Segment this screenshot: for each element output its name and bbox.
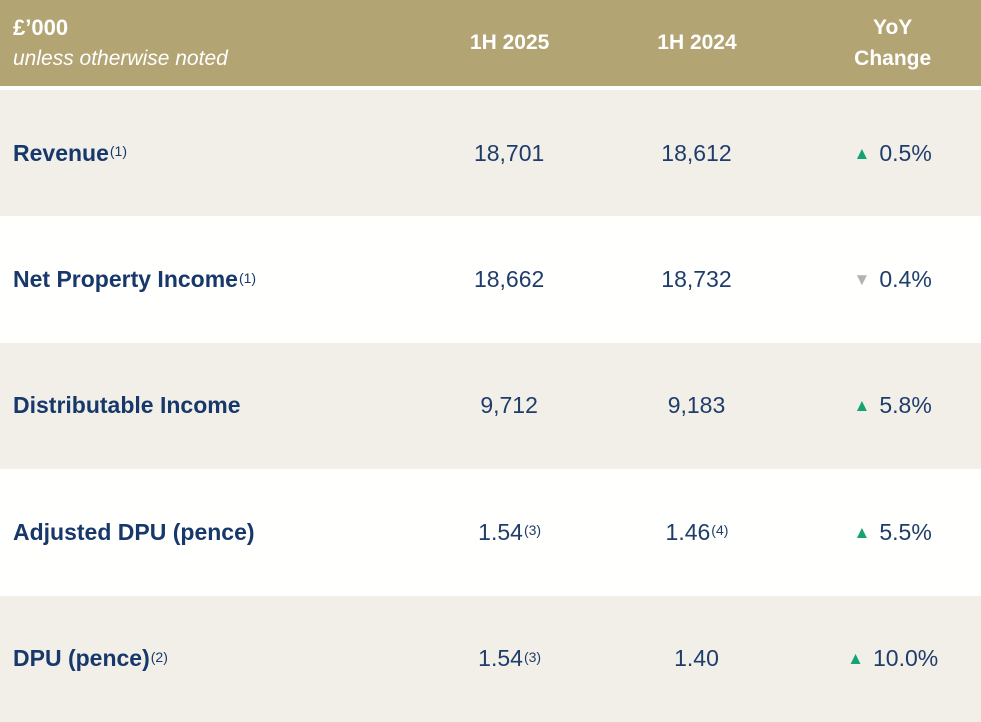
footnote-ref: (4) (711, 522, 729, 539)
table-row: Adjusted DPU (pence) 1.54 (3) 1.46 (4) ▲ 5… (0, 469, 981, 596)
table-row: Net Property Income (1) 18,662 18,732 ▼ 0… (0, 216, 981, 343)
value-1h2025: 18,701 (473, 139, 545, 166)
table-row: Distributable Income 9,712 9,183 ▲ 5.8% (0, 342, 981, 470)
header-yoy-cell: YoY Change (804, 0, 981, 86)
yoy-line1: YoY (873, 15, 913, 39)
yoy-change-value: 0.5% (879, 139, 932, 166)
yoy-change-value: 5.5% (879, 518, 932, 545)
yoy-line2: Change (854, 47, 932, 70)
header-divider (0, 86, 981, 90)
footnote-ref: (2) (150, 648, 168, 665)
header-units-cell: £’000 unless otherwise noted (0, 0, 430, 86)
yoy-change-value: 10.0% (872, 645, 939, 672)
table-row: Revenue (1) 18,701 18,612 ▲ 0.5% (0, 90, 981, 217)
yoy-change-value: 0.4% (879, 266, 932, 293)
value-1h2024: 1.40 (674, 645, 719, 672)
column-header-yoy: YoY Change (854, 12, 931, 75)
column-header-1h2025: 1H 2025 (469, 31, 550, 55)
trend-up-icon: ▲ (853, 143, 871, 163)
footnote-ref: (1) (238, 269, 257, 286)
footnote-ref: (3) (523, 648, 542, 665)
table-row: DPU (pence) (2) 1.54 (3) 1.40 ▲ 10.0% (0, 595, 981, 722)
units-title: £’000 (13, 14, 69, 40)
value-1h2025: 1.54 (478, 645, 523, 672)
column-header-1h2024: 1H 2024 (657, 31, 737, 55)
row-label: DPU (pence) (13, 645, 150, 672)
row-label: Net Property Income (13, 266, 238, 293)
yoy-change-value: 5.8% (879, 392, 932, 419)
footnote-ref: (1) (109, 143, 127, 160)
row-label: Adjusted DPU (pence) (13, 518, 255, 545)
row-label: Revenue (13, 139, 109, 166)
value-1h2025: 1.54 (478, 518, 523, 545)
footnote-ref: (3) (523, 522, 542, 539)
value-1h2024: 1.46 (665, 518, 711, 545)
value-1h2024: 18,612 (661, 139, 732, 166)
value-1h2024: 9,183 (667, 392, 726, 419)
row-label: Distributable Income (13, 392, 241, 419)
value-1h2025: 9,712 (480, 392, 538, 419)
value-1h2025: 18,662 (473, 266, 545, 293)
units-subtitle: unless otherwise noted (13, 46, 228, 70)
table-body: Revenue (1) 18,701 18,612 ▲ 0.5% Net Prop… (0, 90, 981, 722)
trend-down-icon: ▼ (853, 270, 871, 290)
header-1h2024-cell: 1H 2024 (590, 0, 805, 86)
value-1h2024: 18,732 (661, 266, 732, 293)
trend-up-icon: ▲ (853, 396, 871, 416)
trend-up-icon: ▲ (847, 649, 864, 669)
trend-up-icon: ▲ (853, 522, 871, 542)
table-header-row: £’000 unless otherwise noted 1H 2025 1H … (0, 0, 981, 86)
header-1h2025-cell: 1H 2025 (430, 0, 590, 86)
